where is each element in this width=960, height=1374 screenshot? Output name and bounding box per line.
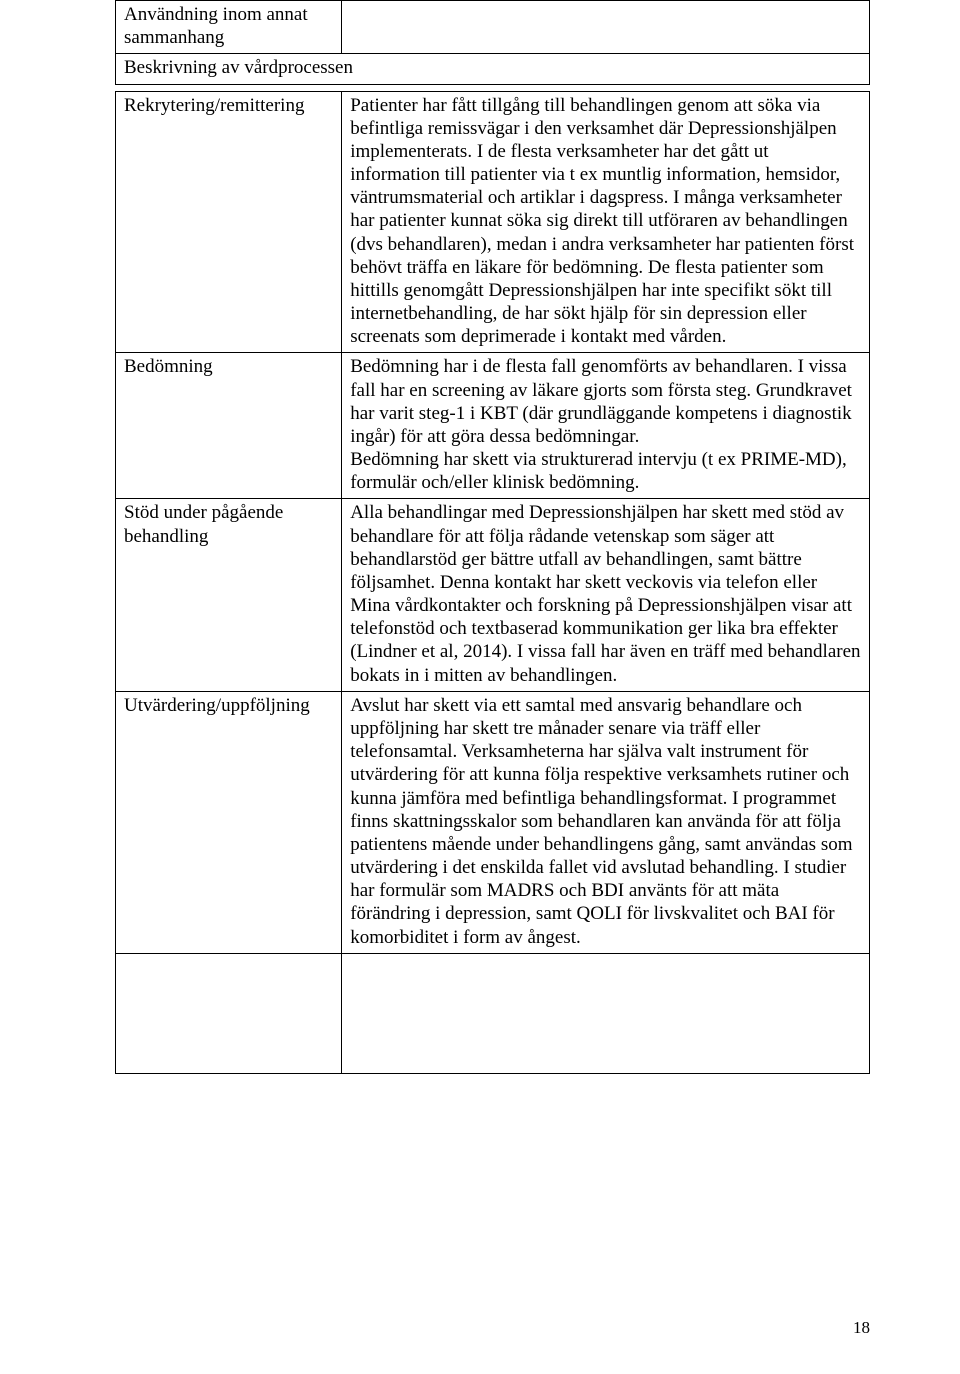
header-cell-usage-empty bbox=[342, 1, 870, 54]
content-table: Rekrytering/remittering Patienter har få… bbox=[115, 91, 870, 1074]
header-cell-usage: Användning inom annat sammanhang bbox=[116, 1, 342, 54]
row-text-bedomning: Bedömning har i de flesta fall genomfört… bbox=[342, 353, 870, 499]
table-row: Utvärdering/uppföljning Avslut har skett… bbox=[116, 691, 870, 953]
page-number: 18 bbox=[853, 1318, 870, 1338]
row-label-utvardering: Utvärdering/uppföljning bbox=[116, 691, 342, 953]
row-text-rekrytering: Patienter har fått tillgång till behandl… bbox=[342, 91, 870, 353]
table-row: Stöd under pågående behandling Alla beha… bbox=[116, 499, 870, 691]
table-row-empty bbox=[116, 953, 870, 1073]
row-label-bedomning: Bedömning bbox=[116, 353, 342, 499]
header-row-2: Beskrivning av vårdprocessen bbox=[116, 54, 870, 84]
document-page: Användning inom annat sammanhang Beskriv… bbox=[0, 0, 960, 1374]
document-table: Användning inom annat sammanhang Beskriv… bbox=[115, 0, 870, 85]
empty-cell-left bbox=[116, 953, 342, 1073]
empty-cell-right bbox=[342, 953, 870, 1073]
header-cell-process: Beskrivning av vårdprocessen bbox=[116, 54, 870, 84]
table-row: Rekrytering/remittering Patienter har få… bbox=[116, 91, 870, 353]
table-row: Bedömning Bedömning har i de flesta fall… bbox=[116, 353, 870, 499]
row-text-utvardering: Avslut har skett via ett samtal med ansv… bbox=[342, 691, 870, 953]
row-label-stod: Stöd under pågående behandling bbox=[116, 499, 342, 691]
header-row-1: Användning inom annat sammanhang bbox=[116, 1, 870, 54]
row-text-stod: Alla behandlingar med Depressionshjälpen… bbox=[342, 499, 870, 691]
row-label-rekrytering: Rekrytering/remittering bbox=[116, 91, 342, 353]
